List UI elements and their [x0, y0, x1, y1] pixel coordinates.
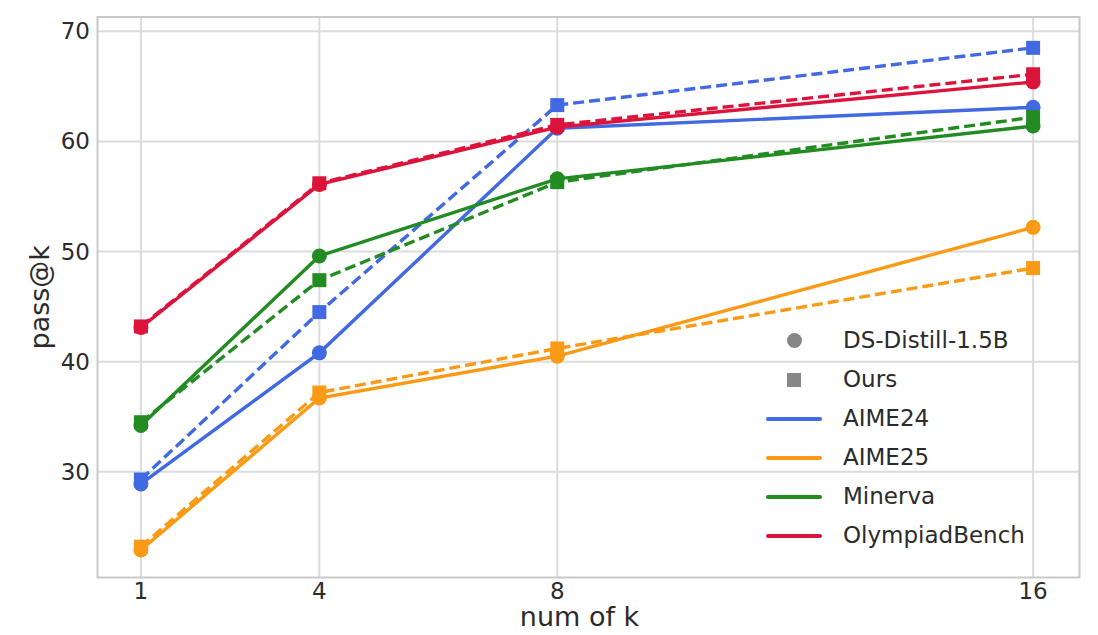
square-glyph — [787, 373, 801, 387]
marker-square-aime24 — [550, 98, 564, 112]
marker-square-minerva — [312, 273, 326, 287]
marker-square-minerva — [134, 415, 148, 429]
legend-row-olympiadbench: OlympiadBench — [766, 516, 1025, 555]
legend-label: Minerva — [843, 485, 935, 508]
legend-square-marker-icon — [766, 370, 822, 390]
legend-row-aime25: AIME25 — [766, 438, 1025, 477]
x-tick-label: 1 — [134, 578, 149, 604]
circle-glyph — [787, 333, 802, 348]
legend-label: Ours — [843, 368, 897, 391]
marker-square-aime25 — [1026, 261, 1040, 275]
line-glyph — [766, 495, 822, 499]
legend-row-ours: Ours — [766, 360, 1025, 399]
marker-square-aime24 — [134, 472, 148, 486]
marker-square-aime24 — [1026, 41, 1040, 55]
legend-label: AIME24 — [843, 407, 929, 430]
line-glyph — [766, 456, 822, 460]
marker-square-olympiadbench — [550, 118, 564, 132]
legend-label: DS-Distill-1.5B — [843, 329, 1009, 352]
y-axis-label: pass@k — [24, 245, 55, 350]
legend-row-minerva: Minerva — [766, 477, 1025, 516]
marker-square-minerva — [550, 175, 564, 189]
y-tick-label: 30 — [61, 459, 90, 485]
x-axis-label: num of k — [520, 601, 640, 632]
marker-square-olympiadbench — [312, 176, 326, 190]
marker-circle-minerva — [312, 248, 327, 263]
line-glyph — [766, 417, 822, 421]
y-tick-label: 40 — [61, 349, 90, 375]
pass-at-k-figure: 148163040506070num of kpass@k DS-Distill… — [0, 0, 1098, 635]
marker-circle-aime25 — [1026, 220, 1041, 235]
legend: DS-Distill-1.5B Ours AIME24 AIME25 Minerva Ol… — [766, 321, 1025, 555]
y-tick-label: 50 — [61, 239, 90, 265]
marker-square-minerva — [1026, 110, 1040, 124]
y-tick-label: 70 — [61, 18, 90, 44]
y-tick-label: 60 — [61, 128, 90, 154]
legend-line-swatch-icon — [766, 448, 822, 468]
legend-label: OlympiadBench — [843, 524, 1025, 547]
marker-square-olympiadbench — [134, 319, 148, 333]
legend-row-ds-distill-1-5b: DS-Distill-1.5B — [766, 321, 1025, 360]
marker-square-aime25 — [134, 540, 148, 554]
marker-square-olympiadbench — [1026, 67, 1040, 81]
legend-line-swatch-icon — [766, 526, 822, 546]
x-tick-label: 16 — [1018, 578, 1047, 604]
legend-line-swatch-icon — [766, 487, 822, 507]
legend-label: AIME25 — [843, 446, 929, 469]
legend-row-aime24: AIME24 — [766, 399, 1025, 438]
line-glyph — [766, 534, 822, 538]
legend-line-swatch-icon — [766, 409, 822, 429]
x-tick-label: 4 — [312, 578, 327, 604]
marker-square-aime24 — [312, 305, 326, 319]
legend-circle-marker-icon — [766, 331, 822, 351]
marker-circle-aime24 — [312, 345, 327, 360]
marker-square-aime25 — [312, 386, 326, 400]
marker-square-aime25 — [550, 341, 564, 355]
